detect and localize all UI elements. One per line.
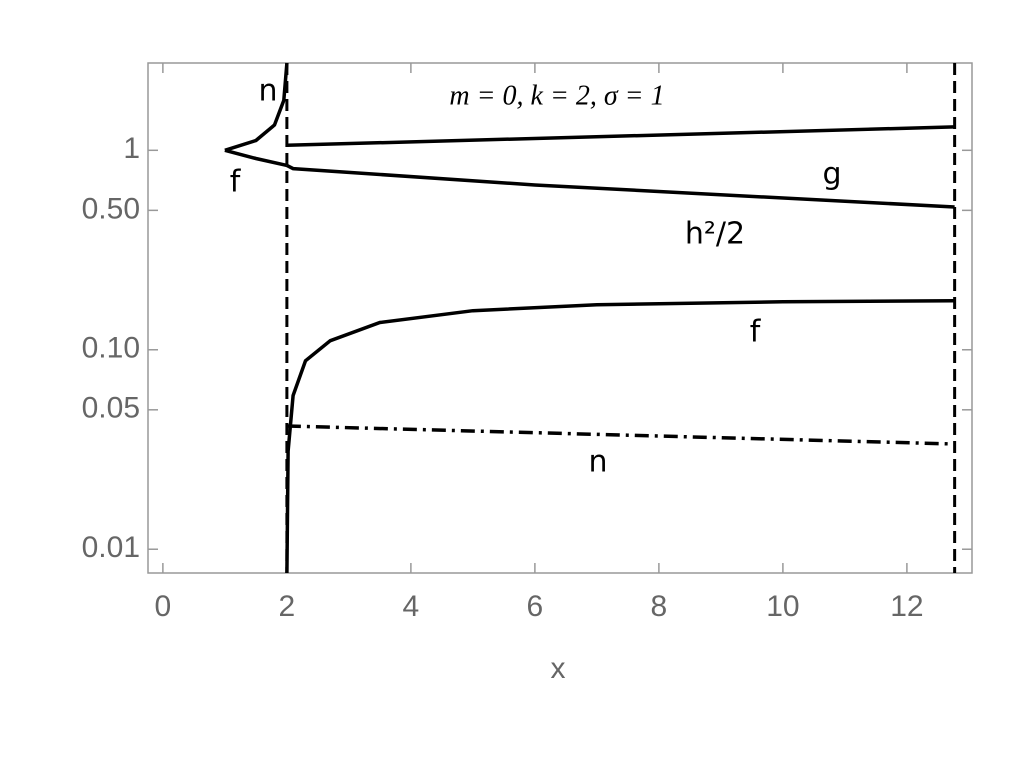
x-tick-label: 6: [527, 590, 544, 623]
line-series: [224, 62, 289, 152]
y-tick-label: 0.05: [82, 392, 140, 425]
y-tick-label: 0.50: [82, 192, 140, 225]
y-tick-label: 0.01: [82, 531, 140, 564]
x-tick-label: 2: [279, 590, 296, 623]
y-tick-label: 1: [123, 132, 140, 165]
x-tick-label: 4: [403, 590, 420, 623]
line-series: [224, 148, 288, 168]
plot-frame: [147, 62, 973, 574]
x-tick-label: 0: [155, 590, 172, 623]
line-series: [286, 424, 955, 446]
series-label: f: [230, 165, 242, 200]
series-label: n: [258, 74, 277, 109]
series-label: h²/2: [685, 217, 745, 252]
x-tick-label: 10: [766, 590, 799, 623]
x-tick-label: 12: [890, 590, 923, 623]
series-label: n: [588, 445, 607, 480]
line-series: [286, 125, 955, 148]
line-series: [285, 299, 955, 574]
x-axis-label: x: [551, 652, 566, 685]
x-tick-label: 8: [651, 590, 668, 623]
series-label: f: [750, 315, 762, 350]
series-label: g: [822, 157, 841, 192]
annotation: m = 0, k = 2, σ = 1: [449, 80, 664, 111]
line-series: [286, 163, 955, 209]
y-tick-label: 0.10: [82, 332, 140, 365]
